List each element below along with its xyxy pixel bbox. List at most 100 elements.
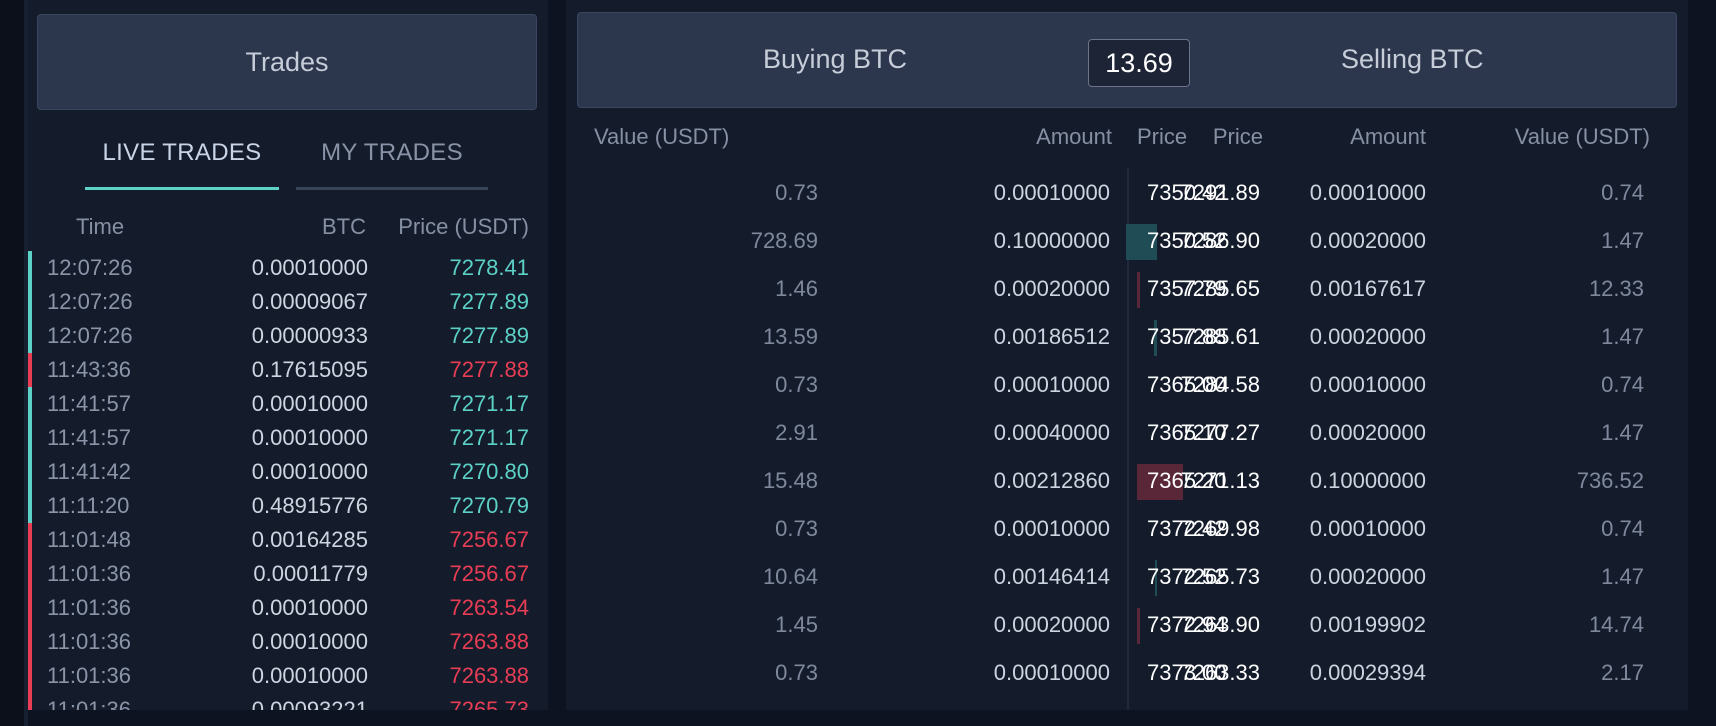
trade-time: 12:07:26 [47, 323, 133, 348]
trade-row[interactable]: 11:01:48 0.00164285 7256.67 [28, 523, 548, 557]
trade-amount: 0.00010000 [251, 595, 368, 620]
trade-time: 11:01:36 [47, 595, 132, 620]
bid-price: 7285.65 [1180, 276, 1260, 301]
col-ask-value: Value (USDT) [1514, 124, 1650, 149]
trade-amount: 0.00009067 [251, 289, 368, 314]
trade-amount: 0.48915776 [251, 493, 368, 518]
trade-amount: 0.00011779 [253, 561, 368, 586]
trade-amount: 0.00010000 [251, 425, 368, 450]
tab-my-trades[interactable]: MY TRADES [296, 118, 488, 190]
tab-live-trades[interactable]: LIVE TRADES [85, 118, 279, 190]
trade-price: 7271.17 [449, 425, 529, 450]
bid-value: 10.64 [762, 564, 818, 589]
orderbook-rows: 0.73 0.00010000 7291.89 7350.42 0.00010000 0.… [566, 170, 1688, 710]
trade-price: 7277.88 [449, 357, 529, 382]
ask-amount: 0.00020000 [1309, 420, 1426, 445]
ask-value: 12.33 [1588, 276, 1644, 301]
trades-list: 12:07:26 0.00010000 7278.41 12:07:26 0.00009… [28, 251, 548, 710]
trade-side-indicator [28, 591, 32, 625]
trade-side-indicator [28, 319, 32, 353]
orderbook-row[interactable]: 1.46 0.00020000 7285.65 7357.79 0.00167617 12… [566, 266, 1688, 314]
trade-row[interactable]: 11:01:36 0.00010000 7263.88 [28, 625, 548, 659]
ask-price: 7372.52 [1147, 564, 1227, 589]
trade-side-indicator [28, 421, 32, 455]
trade-row[interactable]: 11:01:36 0.00010000 7263.88 [28, 659, 548, 693]
trade-amount: 0.00010000 [251, 663, 368, 688]
trade-row[interactable]: 11:41:57 0.00010000 7271.17 [28, 421, 548, 455]
trade-price: 7270.80 [449, 459, 529, 484]
bid-amount: 0.00010000 [993, 372, 1110, 397]
ask-amount: 0.00199902 [1309, 612, 1426, 637]
trade-price: 7263.88 [449, 629, 529, 654]
trade-side-indicator [28, 625, 32, 659]
bid-value: 0.73 [775, 516, 818, 541]
orderbook-row[interactable]: 15.48 0.00212860 7271.13 7365.20 0.10000000 7… [566, 458, 1688, 506]
trade-price: 7256.67 [449, 561, 529, 586]
trade-amount: 0.00093221 [251, 697, 368, 710]
orderbook-row[interactable]: 728.69 0.10000000 7286.90 7350.52 0.00020000… [566, 218, 1688, 266]
ask-price: 7365.20 [1147, 468, 1227, 493]
trade-price: 7277.89 [449, 289, 529, 314]
trade-time: 11:11:20 [47, 493, 130, 518]
ask-depth-bar [1137, 464, 1183, 500]
trade-price: 7277.89 [449, 323, 529, 348]
ask-price: 7350.42 [1147, 180, 1227, 205]
ask-amount: 0.00010000 [1309, 372, 1426, 397]
orderbook-panel: Buying BTC 13.69 Selling BTC Value (USDT… [566, 0, 1688, 710]
ask-value: 0.74 [1601, 180, 1644, 205]
trade-amount: 0.00010000 [251, 255, 368, 280]
trades-panel: Trades LIVE TRADES MY TRADES Time BTC Pr… [28, 0, 548, 710]
trade-row[interactable]: 12:07:26 0.00010000 7278.41 [28, 251, 548, 285]
col-ask-amount: Amount [1350, 124, 1426, 149]
bid-amount: 0.00010000 [993, 660, 1110, 685]
bid-amount: 0.00040000 [993, 420, 1110, 445]
trade-time: 12:07:26 [47, 289, 133, 314]
ask-value: 14.74 [1588, 612, 1644, 637]
bid-value: 2.91 [775, 420, 818, 445]
orderbook-row[interactable]: 0.73 0.00010000 7284.58 7365.00 0.00010000 0.… [566, 362, 1688, 410]
bid-depth-bar [1155, 560, 1157, 596]
trade-row[interactable]: 11:01:36 0.00011779 7256.67 [28, 557, 548, 591]
trade-row[interactable]: 11:43:36 0.17615095 7277.88 [28, 353, 548, 387]
orderbook-row[interactable]: 0.73 0.00010000 7269.98 7372.42 0.00010000 0.… [566, 506, 1688, 554]
ask-price: 7373.00 [1147, 660, 1227, 685]
left-edge [0, 0, 28, 726]
ask-value: 2.17 [1601, 660, 1644, 685]
bid-depth-bar [1154, 320, 1157, 356]
col-ask-price: Price [1137, 124, 1188, 149]
orderbook-row[interactable]: 0.73 0.00010000 7291.89 7350.42 0.00010000 0.… [566, 170, 1688, 218]
ask-amount: 0.00010000 [1309, 180, 1426, 205]
orderbook-row[interactable]: 10.64 0.00146414 7265.73 7372.52 0.00020000 1… [566, 554, 1688, 602]
trade-row[interactable]: 12:07:26 0.00009067 7277.89 [28, 285, 548, 319]
trade-side-indicator [28, 251, 32, 285]
orderbook-row[interactable]: 13.59 0.00186512 7285.61 7357.88 0.00020000 1… [566, 314, 1688, 362]
trade-amount: 0.00010000 [251, 391, 368, 416]
orderbook-row[interactable]: 1.45 0.00020000 7263.90 7372.94 0.00199902 14… [566, 602, 1688, 650]
trade-row[interactable]: 11:01:36 0.00093221 7265.73 [28, 693, 548, 710]
trade-time: 11:01:36 [47, 629, 132, 654]
trade-row[interactable]: 12:07:26 0.00000933 7277.89 [28, 319, 548, 353]
trade-side-indicator [28, 659, 32, 693]
orderbook-header: Buying BTC 13.69 Selling BTC [577, 12, 1677, 108]
trade-time: 12:07:26 [47, 255, 133, 280]
trade-side-indicator [28, 285, 32, 319]
orderbook-row[interactable]: 2.91 0.00040000 7277.27 7365.10 0.00020000 1.… [566, 410, 1688, 458]
orderbook-row[interactable]: 0.73 0.00010000 7263.33 7373.00 0.00029394 2.… [566, 650, 1688, 698]
trade-row[interactable]: 11:11:20 0.48915776 7270.79 [28, 489, 548, 523]
trades-table-header: Time BTC Price (USDT) [28, 214, 548, 244]
trade-row[interactable]: 11:41:57 0.00010000 7271.17 [28, 387, 548, 421]
bid-value: 0.73 [775, 660, 818, 685]
trade-price: 7263.88 [449, 663, 529, 688]
trade-row[interactable]: 11:01:36 0.00010000 7263.54 [28, 591, 548, 625]
ask-price: 7357.88 [1147, 324, 1227, 349]
trade-price: 7270.79 [449, 493, 529, 518]
bid-amount: 0.00020000 [993, 276, 1110, 301]
bid-value: 728.69 [750, 228, 818, 253]
trade-time: 11:41:42 [47, 459, 132, 484]
bid-price: 7263.90 [1180, 612, 1260, 637]
ask-amount: 0.00020000 [1309, 228, 1426, 253]
trade-side-indicator [28, 387, 32, 421]
bid-amount: 0.00186512 [993, 324, 1110, 349]
trade-row[interactable]: 11:41:42 0.00010000 7270.80 [28, 455, 548, 489]
ask-amount: 0.00020000 [1309, 564, 1426, 589]
